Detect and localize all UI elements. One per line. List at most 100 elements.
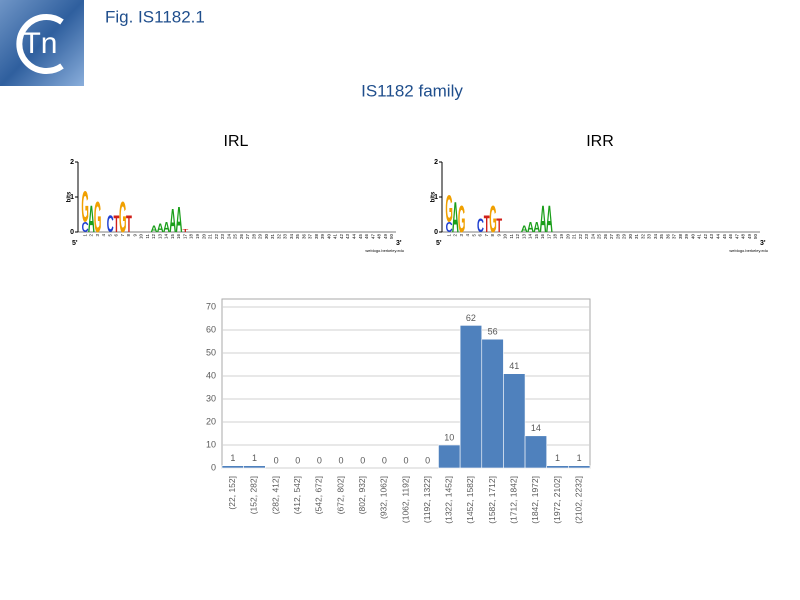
x-tick-label: (802, 932]: [357, 476, 367, 514]
logo-position-label: 31: [270, 234, 275, 240]
logo-credit: weblogo.berkeley.edu: [729, 248, 768, 253]
logo-position-label: 33: [647, 234, 652, 240]
logo-position-label: 19: [195, 234, 200, 240]
logo-position-label: 44: [351, 234, 356, 240]
logo-letter: A: [533, 219, 540, 235]
logo-position-label: 36: [301, 234, 306, 240]
logo-position-label: 39: [684, 234, 689, 240]
logo-position-label: 27: [245, 234, 250, 240]
logo-position-label: 46: [364, 234, 369, 240]
logo-position-label: 12: [515, 234, 520, 240]
logo-position-label: 21: [572, 234, 577, 240]
logo-letter: A: [169, 203, 176, 240]
logo-position-label: 12: [151, 234, 156, 240]
logo-position-label: 24: [590, 234, 595, 240]
logo-position-label: 48: [377, 234, 382, 240]
logo-position-label: 9: [132, 234, 137, 237]
logo-position-label: 15: [170, 234, 175, 240]
logo-position-label: 28: [615, 234, 620, 240]
logo-letter: C: [446, 219, 453, 235]
bar: [546, 465, 569, 469]
logo-position-label: 31: [634, 234, 639, 240]
logo-letter: T: [484, 210, 490, 238]
logo-letter: A: [452, 193, 459, 241]
x-tick-label: (1972, 2102]: [552, 476, 562, 524]
logo-position-label: 2: [89, 234, 94, 237]
logo-position-label: 2: [453, 234, 458, 237]
y-tick-label: 30: [206, 393, 216, 403]
logo-position-label: 5: [107, 234, 112, 237]
logo-letter: G: [119, 193, 126, 241]
logo-position-label: 49: [383, 234, 388, 240]
logo-position-label: 44: [715, 234, 720, 240]
logo-y-tick-label: 2: [70, 159, 74, 166]
logo-position-label: 9: [496, 234, 501, 237]
logo-position-label: 47: [734, 234, 739, 240]
value-label: 0: [295, 455, 300, 465]
logo-position-label: 27: [609, 234, 614, 240]
x-tick-label: (1192, 1322]: [422, 476, 432, 523]
logo-letter: C: [107, 210, 114, 238]
logo-position-label: 17: [182, 234, 187, 240]
logo-position-label: 30: [628, 234, 633, 240]
logo-position-label: 19: [559, 234, 564, 240]
logo-end-label: 3': [396, 240, 402, 247]
logo-position-label: 48: [741, 234, 746, 240]
logo-position-label: 4: [465, 234, 470, 237]
logo-y-tick-label: 2: [434, 159, 438, 166]
logo-letter: A: [151, 224, 158, 235]
value-label: 41: [509, 361, 519, 371]
x-tick-label: (22, 152]: [227, 476, 237, 510]
value-label: 56: [488, 327, 498, 337]
bar: [438, 444, 461, 469]
logo-position-label: 50: [389, 234, 394, 240]
bar: [524, 435, 548, 469]
value-label: 0: [382, 455, 387, 465]
logo-position-label: 26: [603, 234, 608, 240]
logo-position-label: 3: [459, 234, 464, 237]
logo-position-label: 41: [697, 234, 702, 240]
logo-position-label: 8: [490, 234, 495, 237]
slide-subtitle: IS1182 family: [361, 81, 463, 100]
x-tick-label: (2102, 2232]: [573, 476, 583, 524]
logo-position-label: 13: [157, 234, 162, 240]
bar: [243, 465, 266, 469]
value-label: 1: [252, 453, 257, 463]
logo-y-tick-label: 0: [434, 229, 438, 236]
logo-position-label: 14: [528, 234, 533, 240]
logo-y-label: bits: [431, 191, 437, 202]
logo-y-tick-label: 1: [70, 194, 74, 201]
logo-letter: G: [458, 198, 465, 241]
logo-position-label: 1: [446, 234, 451, 237]
logo-letter: G: [445, 187, 452, 230]
logo-position-label: 40: [690, 234, 695, 240]
value-label: 1: [577, 453, 582, 463]
logo-position-label: 28: [251, 234, 256, 240]
logo-position-label: 47: [370, 234, 375, 240]
logo-position-label: 38: [678, 234, 683, 240]
logo-letter: G: [94, 193, 101, 241]
figure-title: Fig. IS1182.1: [105, 7, 205, 26]
logo-position-label: 8: [126, 234, 131, 237]
logo-letter: A: [157, 222, 164, 235]
logo-position-label: 29: [622, 234, 627, 240]
logo-position-label: 37: [672, 234, 677, 240]
bar: [481, 338, 504, 469]
logo-position-label: 36: [665, 234, 670, 240]
logo-y-label: bits: [67, 191, 73, 202]
logo-position-label: 32: [640, 234, 645, 240]
value-label: 0: [317, 455, 322, 465]
logo-position-label: 32: [276, 234, 281, 240]
logo-position-label: 7: [484, 234, 489, 237]
logo-position-label: 39: [320, 234, 325, 240]
logo-position-label: 33: [283, 234, 288, 240]
value-label: 0: [425, 455, 430, 465]
x-tick-label: (152, 282]: [249, 476, 259, 514]
logo-letter: A: [540, 198, 547, 241]
y-tick-label: 60: [206, 324, 216, 334]
logo-letter: A: [88, 198, 95, 241]
logo-position-label: 49: [747, 234, 752, 240]
logo-position-label: 26: [239, 234, 244, 240]
logo-position-label: 29: [258, 234, 263, 240]
value-label: 10: [444, 432, 454, 442]
